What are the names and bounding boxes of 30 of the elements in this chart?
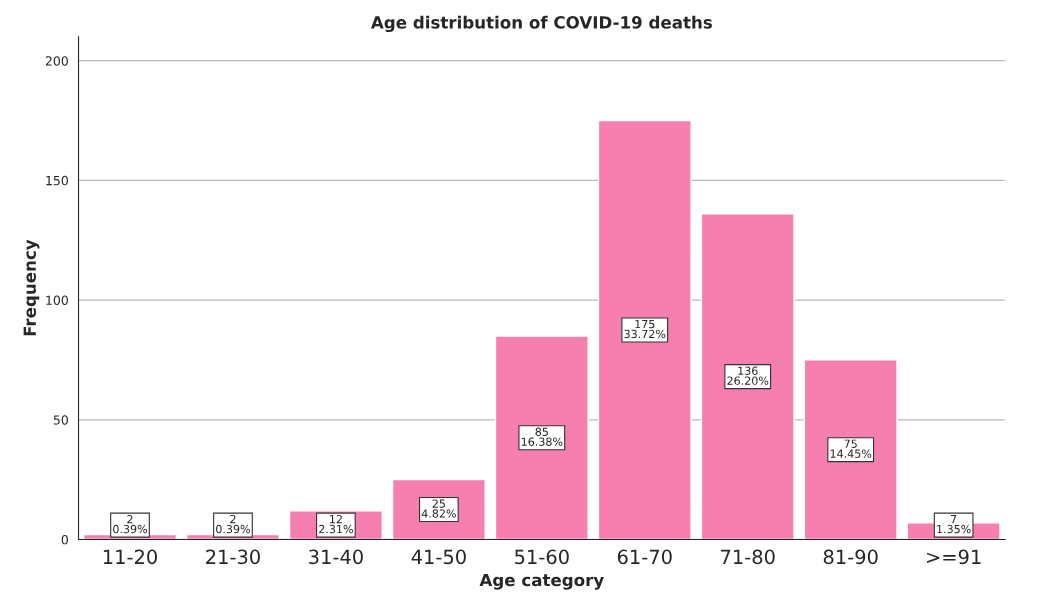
data-label: 75 14.45% [830, 439, 872, 458]
x-tick-label: 11-20 [103, 549, 157, 565]
y-axis-title: Frequency [23, 239, 40, 336]
data-label: 2 0.39% [216, 514, 250, 534]
x-tick-label: 81-90 [823, 549, 878, 565]
data-label: 7 1.35% [937, 515, 971, 534]
y-tick-label: 0 [61, 534, 68, 545]
x-tick-label: 51-60 [515, 549, 569, 565]
bar [597, 119, 692, 540]
x-tick-label: 41-50 [411, 549, 466, 565]
bar [494, 335, 589, 540]
x-tick-label: 31-40 [309, 549, 363, 565]
y-tick-label: 150 [46, 175, 68, 186]
x-axis-title: Age category [479, 573, 604, 590]
data-label: 175 33.72% [624, 320, 666, 339]
bar [803, 359, 898, 540]
bar [700, 213, 795, 540]
chart-title: Age distribution of COVID-19 deaths [370, 15, 712, 33]
data-label: 85 16.38% [521, 427, 563, 446]
x-tick-label: >=91 [927, 549, 981, 565]
data-label: 12 2.31% [319, 514, 353, 534]
x-tick-label: 71-80 [721, 549, 775, 565]
x-tick-label: 21-30 [206, 549, 260, 565]
data-label: 2 0.39% [113, 514, 148, 534]
x-tick-label: 61-70 [617, 549, 672, 565]
y-tick-label: 100 [46, 295, 68, 305]
y-tick-label: 50 [53, 415, 68, 425]
data-label: 25 4.82% [421, 499, 456, 518]
data-label: 136 26.20% [727, 366, 769, 385]
y-tick-label: 200 [45, 56, 68, 66]
